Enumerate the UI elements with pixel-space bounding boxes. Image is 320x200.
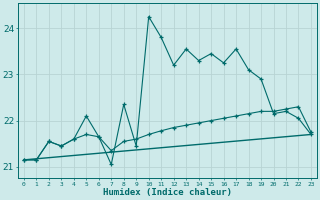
X-axis label: Humidex (Indice chaleur): Humidex (Indice chaleur) bbox=[103, 188, 232, 197]
